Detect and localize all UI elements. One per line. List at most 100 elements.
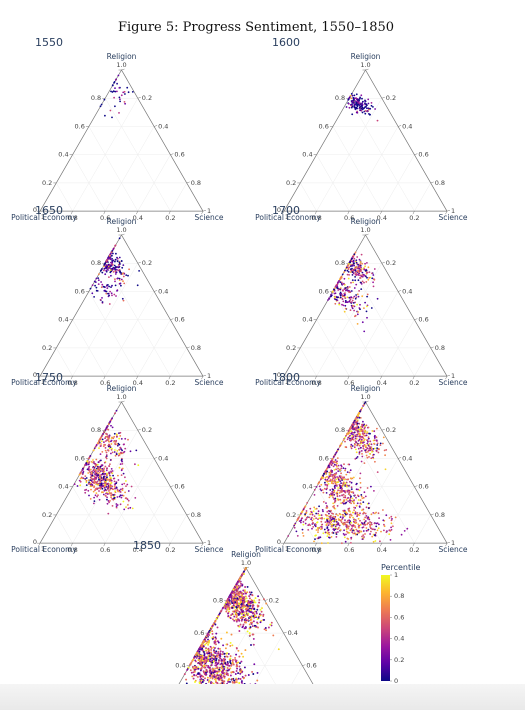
data-point <box>350 443 353 446</box>
data-point <box>350 527 353 530</box>
data-point <box>251 670 254 673</box>
data-point <box>138 270 141 272</box>
data-point <box>318 505 320 508</box>
data-point <box>343 502 345 505</box>
data-point <box>117 474 119 477</box>
data-point <box>333 489 336 492</box>
data-point <box>255 625 258 628</box>
data-point <box>367 266 370 269</box>
data-point <box>320 542 323 545</box>
data-point <box>236 667 239 670</box>
data-point <box>115 453 118 456</box>
data-point <box>361 509 363 512</box>
tick-mark <box>154 457 158 459</box>
data-point <box>213 620 216 623</box>
data-point <box>257 595 260 598</box>
data-point <box>373 268 376 270</box>
data-point <box>259 614 262 617</box>
data-point <box>218 668 221 671</box>
data-point <box>129 506 132 509</box>
data-point <box>88 470 91 472</box>
data-point <box>111 116 113 119</box>
data-point <box>324 521 327 523</box>
data-point <box>351 260 354 263</box>
data-point <box>359 277 361 279</box>
data-point <box>323 487 326 490</box>
data-point <box>344 307 347 310</box>
data-point <box>373 435 376 438</box>
data-point <box>313 488 316 491</box>
data-point <box>332 460 334 463</box>
data-point <box>113 485 116 488</box>
data-point <box>98 447 100 449</box>
data-point <box>110 443 113 445</box>
axis-title-religion: Religion <box>107 217 137 226</box>
data-point <box>110 286 112 288</box>
data-point <box>355 488 358 491</box>
data-point <box>85 464 88 466</box>
data-point <box>116 434 118 437</box>
data-point <box>373 442 375 445</box>
data-point <box>308 516 311 519</box>
data-point <box>205 656 208 659</box>
data-point <box>341 273 344 276</box>
data-point <box>364 265 366 268</box>
tick-label-political-economy: 0.4 <box>377 379 387 387</box>
data-point <box>241 626 244 629</box>
data-point <box>349 499 352 502</box>
ternary-panel-1650: 165000.20.20.20.40.40.40.60.60.60.80.80.… <box>11 204 224 387</box>
data-point <box>349 94 352 97</box>
data-point <box>235 681 238 684</box>
tick-label-religion: 0.8 <box>213 597 223 605</box>
data-point <box>375 525 378 528</box>
data-point <box>364 520 367 522</box>
tick-mark <box>137 261 141 264</box>
gridline <box>137 154 171 212</box>
data-point <box>316 521 318 524</box>
tick-mark <box>38 376 41 380</box>
data-point <box>331 490 334 493</box>
data-point <box>106 474 109 476</box>
data-point <box>357 530 360 533</box>
tick-label-science: 0.4 <box>402 122 412 130</box>
data-point <box>345 434 347 437</box>
data-point <box>89 498 92 500</box>
data-point <box>98 273 100 275</box>
data-point <box>359 263 362 266</box>
data-point <box>341 517 344 520</box>
data-point <box>338 302 341 305</box>
data-point <box>204 643 207 646</box>
data-point <box>215 661 218 664</box>
data-point <box>303 507 305 510</box>
data-point <box>116 450 119 452</box>
data-point <box>251 612 254 615</box>
data-point <box>351 274 354 276</box>
data-point <box>210 654 213 657</box>
data-point <box>254 597 257 600</box>
data-point <box>322 510 324 513</box>
data-point <box>356 425 359 428</box>
data-point <box>207 632 210 635</box>
data-point <box>113 440 115 443</box>
data-point <box>353 287 356 289</box>
data-point <box>207 638 209 641</box>
tick-mark <box>186 181 190 184</box>
data-point <box>230 614 233 617</box>
data-point <box>391 518 393 520</box>
data-point <box>357 279 360 282</box>
data-point <box>112 494 115 496</box>
data-point <box>340 442 343 445</box>
data-point <box>249 626 252 629</box>
tick-label-religion: 0.8 <box>91 259 101 267</box>
data-point <box>354 512 357 515</box>
data-point <box>97 279 100 282</box>
data-point <box>344 292 346 294</box>
data-point <box>307 529 310 531</box>
data-point <box>115 265 117 268</box>
data-point <box>217 650 220 653</box>
gridline <box>316 154 350 212</box>
data-point <box>113 480 116 483</box>
data-point <box>248 597 251 600</box>
data-point <box>394 516 397 519</box>
data-point <box>361 280 364 283</box>
